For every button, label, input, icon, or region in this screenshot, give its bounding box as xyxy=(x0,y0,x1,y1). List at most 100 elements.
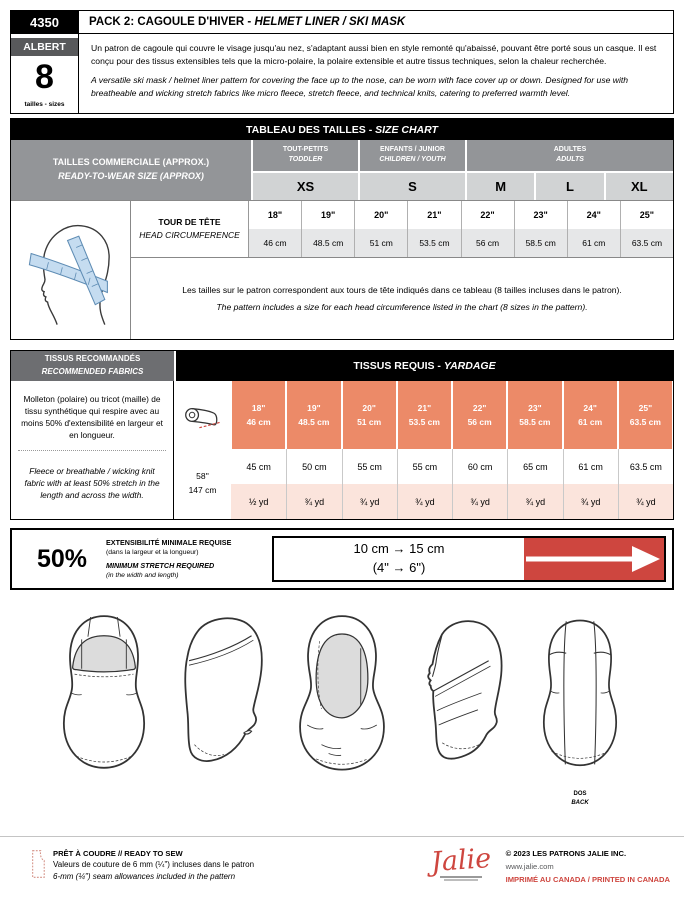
inches-value: 23" xyxy=(533,210,548,220)
footer-left: PRÊT À COUDRE // READY TO SEW Valeurs de… xyxy=(30,848,254,887)
yardage-size-cm: 48.5 cm xyxy=(298,417,330,427)
size-column: 18" 46 cm xyxy=(249,201,302,257)
drawing-side-mask-up xyxy=(165,602,281,830)
row-label-en: HEAD CIRCUMFERENCE xyxy=(139,230,240,240)
size-l: L xyxy=(536,172,604,200)
stretch-arrow-box xyxy=(524,538,664,580)
footer-divider xyxy=(0,836,684,837)
stretch-labels: EXTENSIBILITÉ MINIMALE REQUISE (dans la … xyxy=(106,538,264,580)
stretch-range-inches: (4" → 6") xyxy=(372,560,426,575)
head-measuring-tape-illustration xyxy=(28,225,110,325)
cm-value: 51 cm xyxy=(355,229,408,257)
logo-tagline-bar xyxy=(443,879,478,882)
yardage-cm: 45 cm xyxy=(246,461,271,472)
size-column: 25" 63.5 cm xyxy=(619,201,673,257)
size-column: 21" 53.5 cm xyxy=(407,201,461,257)
cm-value: 61 cm xyxy=(567,229,620,257)
yardage-yd: ¾ yd xyxy=(286,484,342,519)
group-children: ENFANTS / JUNIOR CHILDREN / YOUTH xyxy=(360,140,465,171)
head-circumference-row: TOUR DE TÊTE HEAD CIRCUMFERENCE 18" 46 cm… xyxy=(131,201,673,257)
size-note-fr: Les tailles sur le patron correspondent … xyxy=(182,285,622,295)
fabric-roll-icon-cell xyxy=(174,381,231,449)
website-text: www.jalie.com xyxy=(505,861,554,871)
stretch-label-fr-sub: (dans la largeur et la longueur) xyxy=(106,548,199,556)
inches-value: 18" xyxy=(267,210,283,220)
yardage-size-header: 24" 61 cm xyxy=(563,381,617,449)
group-adults-en: ADULTS xyxy=(556,156,584,164)
recommended-fabrics-header: TISSUS RECOMMANDÉS RECOMMENDED FABRICS xyxy=(11,351,174,381)
size-chart-title: TABLEAU DES TAILLES - SIZE CHART xyxy=(11,119,673,140)
yardage-cm: 55 cm xyxy=(396,449,452,484)
yardage-column: 24" 61 cm 61 cm ¾ yd xyxy=(562,381,618,519)
cm-value: 53.5 cm xyxy=(408,229,461,257)
cm-value: 48.5 cm xyxy=(302,229,355,257)
stretch-range-cm: 10 cm → 15 cm xyxy=(353,541,445,557)
back-label-fr: DOS xyxy=(573,791,587,797)
printed-in-text: IMPRIMÉ AU CANADA / PRINTED IN CANADA xyxy=(505,874,670,884)
seam-allowance-en: 6-mm (¼") seam allowances included in th… xyxy=(53,872,236,882)
drawing-back-view: DOS BACK xyxy=(522,602,638,830)
measurement-columns: 18" 46 cm 19" 48.5 cm 20" 51 cm 21" 53.5 cm … xyxy=(249,201,673,257)
inches-value: 19" xyxy=(321,210,336,220)
cm-value: 63.5 cm xyxy=(620,229,673,257)
inches-value: 24" xyxy=(586,210,601,220)
balaclava-side-up-illustration xyxy=(184,617,263,762)
description-french: Un patron de cagoule qui couvre le visag… xyxy=(91,43,657,66)
fabric-description-en: Fleece or breathable / wicking knit fabr… xyxy=(18,451,166,516)
ready-to-sew-block: PRÊT À COUDRE // READY TO SEW Valeurs de… xyxy=(53,848,254,887)
pattern-title-en: HELMET LINER / SKI MASK xyxy=(254,16,406,28)
drawing-front-mask-up xyxy=(46,602,162,830)
description-english: A versatile ski mask / helmet liner patt… xyxy=(91,74,629,98)
group-toddler-fr: TOUT-PETITS xyxy=(282,145,329,153)
yardage-title-en: YARDAGE xyxy=(443,360,496,372)
pattern-title: PACK 2: CAGOULE D'HIVER - HELMET LINER /… xyxy=(79,11,673,34)
fabric-descriptions: Molleton (polaire) ou tricot (maille) de… xyxy=(11,381,174,519)
yardage-size-header: 23" 58.5 cm xyxy=(508,381,562,449)
yardage-size-in: 23" xyxy=(528,403,542,413)
yardage-yd: ¾ yd xyxy=(452,484,508,519)
size-xs: XS xyxy=(253,172,358,200)
stretch-requirement-section: 50% EXTENSIBILITÉ MINIMALE REQUISE (dans… xyxy=(10,528,674,590)
group-children-fr: ENFANTS / JUNIOR xyxy=(380,145,445,153)
yardage-size-in: 24" xyxy=(583,403,597,413)
yardage-column: 25" 63.5 cm 63.5 cm ¾ yd xyxy=(617,381,673,519)
size-chart-title-en: SIZE CHART xyxy=(375,123,438,136)
size-groups: TOUT-PETITS TODDLER ENFANTS / JUNIOR CHILD… xyxy=(253,140,673,200)
yardage-column: 19" 48.5 cm 50 cm ¾ yd xyxy=(286,381,342,519)
yardage-cm: 63.5 cm xyxy=(617,449,673,484)
yardage-size-cm: 58.5 cm xyxy=(519,417,551,427)
yardage-cm: 50 cm xyxy=(286,449,341,484)
ready-to-wear-label: TAILLES COMMERCIALE (APPROX.) READY-TO-W… xyxy=(11,140,251,200)
yardage-size-cm: 51 cm xyxy=(357,417,382,427)
yardage-yd: ¾ yd xyxy=(617,484,673,519)
yardage-size-cm: 56 cm xyxy=(467,417,492,427)
pattern-title-fr: PACK 2: CAGOULE D'HIVER - xyxy=(89,16,255,28)
size-group-row: TOUT-PETITS TODDLER ENFANTS / JUNIOR CHILD… xyxy=(253,140,673,171)
group-toddler-en: TODDLER xyxy=(288,156,323,164)
fabrics-header-fr: TISSUS RECOMMANDÉS xyxy=(44,354,141,364)
pattern-description: Un patron de cagoule qui couvre le visag… xyxy=(79,34,673,106)
seam-allowance-fr: Valeurs de couture de 6 mm (¼") incluses… xyxy=(53,860,255,870)
back-view-caption: DOS BACK xyxy=(571,790,588,808)
stretch-label-fr: EXTENSIBILITÉ MINIMALE REQUISE xyxy=(106,537,232,547)
stretch-arrow-icon xyxy=(526,546,660,572)
fabric-description-fr: Molleton (polaire) ou tricot (maille) de… xyxy=(18,385,166,450)
size-letter-row: XS S M L XL xyxy=(253,172,673,200)
yardage-cm: 61 cm xyxy=(562,449,618,484)
size-column: 22" 56 cm xyxy=(460,201,514,257)
fabrics-yardage-section: TISSUS RECOMMANDÉS RECOMMENDED FABRICS T… xyxy=(10,350,674,520)
inches-value: 20" xyxy=(374,210,389,220)
yardage-size-in: 19" xyxy=(307,403,321,413)
yardage-columns: 18" 46 cm 45 cm ½ yd 19" 48.5 cm 50 cm ¾ yd 20… xyxy=(231,381,673,519)
copyright-text: © 2023 LES PATRONS JALIE INC. xyxy=(505,849,627,858)
yardage-yd: ¾ yd xyxy=(507,484,563,519)
yardage-size-cm: 46 cm xyxy=(246,417,271,427)
cm-value: 46 cm xyxy=(249,229,302,257)
yardage-size-header: 25" 63.5 cm xyxy=(618,381,672,449)
yardage-size-cm: 63.5 cm xyxy=(629,417,661,427)
stretch-range-box: 10 cm → 15 cm (4" → 6") xyxy=(272,536,666,582)
yardage-yd: ¾ yd xyxy=(562,484,618,519)
yardage-cm: 65 cm xyxy=(507,449,562,484)
group-adults-fr: ADULTES xyxy=(553,145,587,153)
yardage-column: 21" 53.5 cm 55 cm ¾ yd xyxy=(396,381,452,519)
